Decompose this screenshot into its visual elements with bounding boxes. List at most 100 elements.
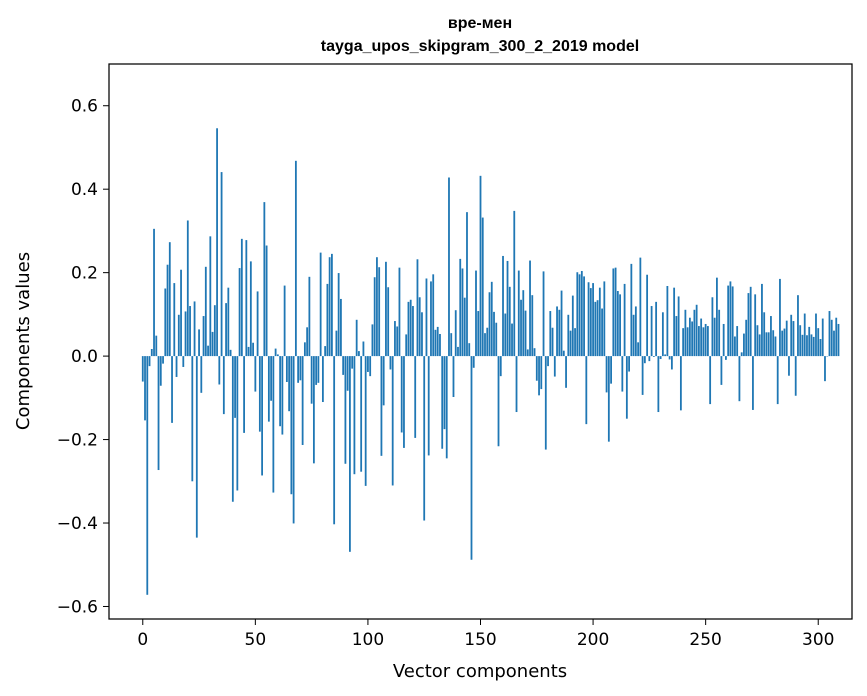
y-tick-label: 0.2 <box>71 264 98 284</box>
bar-component-106 <box>380 356 383 456</box>
bar-component-72 <box>303 342 306 357</box>
bar-component-259 <box>725 356 727 360</box>
bar-component-200 <box>592 283 594 357</box>
bar-component-234 <box>668 356 671 360</box>
bar-component-58 <box>272 356 275 493</box>
bar-component-164 <box>511 323 513 357</box>
bar-component-65 <box>288 356 291 412</box>
bar-component-275 <box>761 283 763 357</box>
chart-title-line-1: вре-мен <box>448 15 512 32</box>
bar-component-127 <box>427 356 430 456</box>
bar-component-246 <box>695 304 698 357</box>
bar-component-214 <box>623 283 626 357</box>
bar-component-248 <box>700 318 703 357</box>
bar-component-50 <box>254 356 257 392</box>
bar-component-261 <box>729 281 732 357</box>
bar-component-90 <box>344 356 347 464</box>
y-tick-label: −0.6 <box>57 597 98 617</box>
bar-component-198 <box>587 282 590 357</box>
bar-component-21 <box>189 306 191 357</box>
bar-component-1 <box>144 356 146 421</box>
bar-component-55 <box>265 245 268 357</box>
bar-component-224 <box>646 274 649 357</box>
bar-component-33 <box>216 128 218 357</box>
bar-component-7 <box>157 356 160 471</box>
bar-component-126 <box>425 278 428 357</box>
bar-component-137 <box>450 333 453 357</box>
bar-component-30 <box>209 236 212 357</box>
bar-component-43 <box>238 268 241 357</box>
bar-component-60 <box>276 354 279 357</box>
bar-component-308 <box>835 317 838 357</box>
bar-component-79 <box>319 252 322 357</box>
x-tick-label: 0 <box>137 630 148 650</box>
bar-component-9 <box>162 356 164 364</box>
bar-component-276 <box>763 312 766 357</box>
bar-component-217 <box>630 263 633 357</box>
bar-component-216 <box>628 356 630 372</box>
bar-component-157 <box>495 322 498 357</box>
bar-component-230 <box>659 356 662 360</box>
bar-component-231 <box>661 312 664 357</box>
y-tick-label: 0.0 <box>71 347 98 367</box>
bar-component-159 <box>499 356 502 377</box>
x-tick-label: 300 <box>802 630 834 650</box>
bar-component-295 <box>806 335 808 357</box>
bar-component-240 <box>682 328 685 357</box>
bar-component-187 <box>562 350 565 357</box>
x-axis-ticks: 0 50 100 150 200 250 300 <box>137 619 834 650</box>
bar-component-253 <box>711 297 714 357</box>
bar-component-282 <box>776 356 779 405</box>
bar-component-299 <box>815 313 817 357</box>
bar-component-66 <box>290 356 293 495</box>
bar-component-102 <box>371 324 374 357</box>
bar-component-257 <box>720 356 723 385</box>
bar-component-286 <box>785 320 788 357</box>
bar-component-112 <box>394 321 396 357</box>
bar-component-239 <box>679 356 682 411</box>
x-tick-label: 250 <box>689 630 721 650</box>
bar-component-277 <box>765 332 768 357</box>
bar-component-260 <box>727 285 730 357</box>
bar-component-6 <box>155 335 158 357</box>
bar-component-227 <box>652 356 655 357</box>
bar-component-244 <box>691 321 694 357</box>
bar-component-116 <box>403 356 405 448</box>
bar-component-11 <box>166 264 169 357</box>
bar-component-267 <box>743 333 745 357</box>
bar-component-108 <box>385 261 387 357</box>
bar-component-117 <box>405 334 408 357</box>
bar-component-274 <box>758 334 761 357</box>
bar-component-89 <box>342 356 345 375</box>
bar-component-20 <box>186 220 189 357</box>
bar-component-154 <box>488 292 491 357</box>
bar-component-293 <box>801 334 804 357</box>
bar-component-165 <box>513 210 516 357</box>
bar-component-57 <box>270 356 273 401</box>
bar-component-265 <box>738 356 741 402</box>
bar-component-119 <box>409 299 412 357</box>
bar-component-225 <box>648 356 651 362</box>
bar-component-169 <box>522 290 525 357</box>
chart-title: вре-мен tayga_upos_skipgram_300_2_2019 m… <box>321 15 639 55</box>
bar-component-80 <box>321 356 324 403</box>
bar-component-107 <box>382 356 385 406</box>
bar-component-86 <box>335 330 338 357</box>
bar-component-2 <box>146 356 149 595</box>
bar-component-281 <box>774 336 777 357</box>
bar-component-254 <box>713 317 716 357</box>
bar-component-110 <box>389 356 392 370</box>
bar-component-294 <box>803 313 806 357</box>
bar-component-83 <box>328 257 331 357</box>
bar-component-75 <box>310 356 313 404</box>
bar-component-61 <box>279 356 282 427</box>
bar-component-269 <box>747 293 750 357</box>
bar-component-94 <box>353 356 356 475</box>
bar-component-284 <box>781 330 784 357</box>
bar-component-23 <box>193 301 196 357</box>
bar-component-101 <box>369 356 372 377</box>
bar-component-56 <box>267 356 270 422</box>
bar-component-210 <box>614 267 617 357</box>
bar-component-307 <box>833 330 835 357</box>
